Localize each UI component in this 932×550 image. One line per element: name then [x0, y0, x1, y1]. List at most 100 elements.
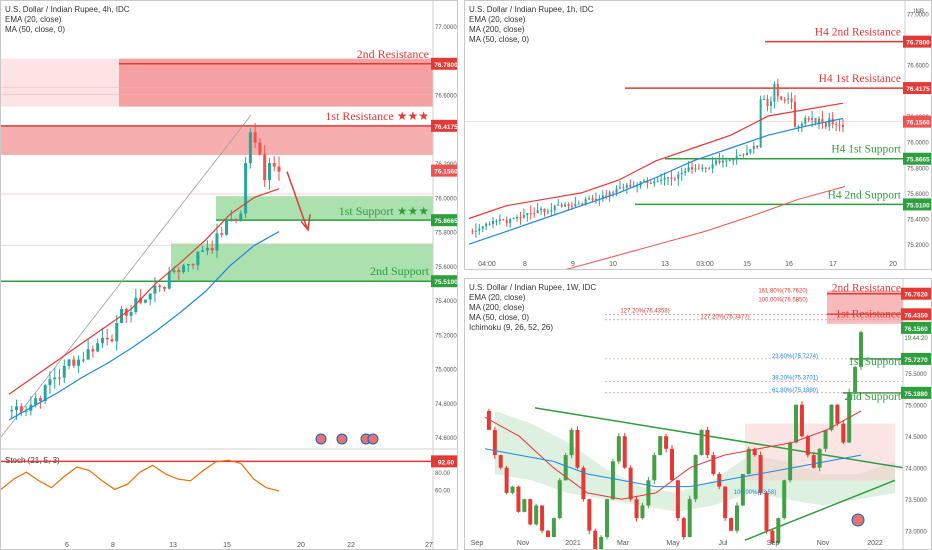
candle-body [567, 204, 570, 206]
candle-body [516, 216, 519, 219]
candle-body [658, 436, 663, 456]
candle-body [536, 210, 539, 214]
candle-body [593, 530, 598, 549]
candle-body [842, 125, 844, 127]
candle-body [694, 168, 697, 170]
chart-1w-pane[interactable]: 161.80%(76.7620) 100.00%(76.5850) 127.20%(… [464, 278, 932, 550]
x-tick: Nov [817, 540, 830, 547]
candle-body [488, 223, 491, 225]
price-tag-bg [431, 119, 457, 132]
legend-ma200: MA (200, close) [469, 25, 525, 34]
candle-body [824, 122, 827, 127]
candle-body [115, 322, 119, 342]
price-tick: 75.5000 [905, 372, 927, 378]
candle-body [557, 480, 562, 519]
candle-body [653, 181, 656, 184]
currency-flag-icon [336, 433, 348, 445]
resistance-zone-1 [1, 125, 433, 155]
candle-body [745, 152, 748, 156]
price-tag: 76.4175 [906, 86, 930, 93]
candle-body [805, 436, 810, 456]
candle-body [220, 233, 224, 235]
candle-body [835, 123, 838, 125]
candle-body [546, 211, 549, 213]
x-tick: 13 [661, 261, 669, 268]
candle-body [504, 467, 509, 493]
currency-flag-icon [367, 433, 379, 445]
legend-ma200: MA (200, close) [469, 303, 525, 312]
candle-body [526, 213, 529, 216]
candle-body [691, 167, 694, 170]
level-label: H4 1st Support [831, 144, 901, 156]
candle-body [471, 231, 474, 233]
stoch-line [1, 459, 280, 492]
chart-4h-pane[interactable]: 2nd Resistance 1st Resistance ★★★ 1st Supp… [0, 0, 458, 550]
candle-body [110, 339, 114, 342]
price-tag: 75.1880 [904, 391, 928, 398]
candle-body [681, 518, 686, 537]
candle-body [704, 167, 707, 169]
price-tick: 75.8000 [435, 231, 457, 237]
ma50-line [8, 231, 280, 421]
candle-body [182, 265, 186, 273]
fib-label: 38.20%(75.3701) [772, 376, 818, 382]
level-label: H4 2nd Support [828, 189, 902, 201]
fib-label: 127.20%(76.4358) [620, 309, 669, 315]
candle-body [481, 226, 484, 229]
last-price-tag-bg [903, 115, 931, 128]
candle-body [239, 213, 243, 222]
price-tick: 77.0000 [435, 25, 457, 31]
candle-body [636, 185, 639, 187]
level-label: H4 1st Resistance [819, 73, 901, 85]
candle-body [543, 208, 546, 212]
candle-body [649, 182, 652, 184]
candle-body [528, 499, 533, 525]
candle-body [533, 213, 536, 215]
price-tag: 75.5100 [434, 279, 458, 286]
candle-body [673, 178, 676, 180]
candle-body [701, 167, 704, 169]
price-tag: 76.4175 [434, 124, 458, 131]
candle-body [664, 436, 669, 449]
candle-body [519, 216, 522, 218]
candle-body [734, 505, 739, 531]
x-tick: 8 [523, 261, 527, 268]
candle-body [759, 99, 762, 148]
candle-body [725, 160, 728, 162]
legend-title: U.S. Dollar / Indian Rupee, 4h, IDC [5, 5, 130, 14]
candle-body [667, 177, 670, 179]
candle-body [687, 167, 690, 171]
x-tick: 2022 [867, 540, 883, 547]
candle-body [201, 250, 205, 252]
candle-body [616, 436, 621, 462]
candle-body [186, 264, 190, 266]
ema-line [468, 102, 844, 220]
candle-body [776, 83, 779, 97]
candle-body [534, 505, 539, 525]
price-tag: 76.7800 [434, 62, 458, 69]
candle-body [642, 180, 645, 182]
candle-body [560, 204, 563, 207]
price-tick: 75.4000 [435, 299, 457, 305]
candle-body [660, 179, 663, 182]
candle-body [756, 145, 759, 148]
price-tag-bg [901, 287, 931, 300]
fib-label: 100.00%(76.5850) [758, 297, 807, 303]
candle-body [225, 220, 229, 235]
uptrend-line [744, 479, 896, 541]
candle-body [680, 172, 683, 175]
candle-body [581, 467, 586, 500]
candle-body [749, 149, 752, 153]
candle-body [267, 163, 271, 181]
resistance-zone [827, 290, 903, 324]
candle-body [811, 455, 816, 468]
chart-1h-pane[interactable]: H4 2nd Resistance H4 1st Resistance H4 1st… [464, 0, 932, 270]
candle-body [474, 230, 477, 232]
candle-body [608, 192, 611, 196]
legend-ema: EMA (20, close) [469, 15, 526, 24]
price-tick: 75.4000 [907, 218, 929, 224]
x-tick: 27 [425, 542, 433, 549]
price-tag-bg [431, 275, 457, 288]
candle-body [512, 218, 515, 220]
candle-body [804, 118, 807, 124]
